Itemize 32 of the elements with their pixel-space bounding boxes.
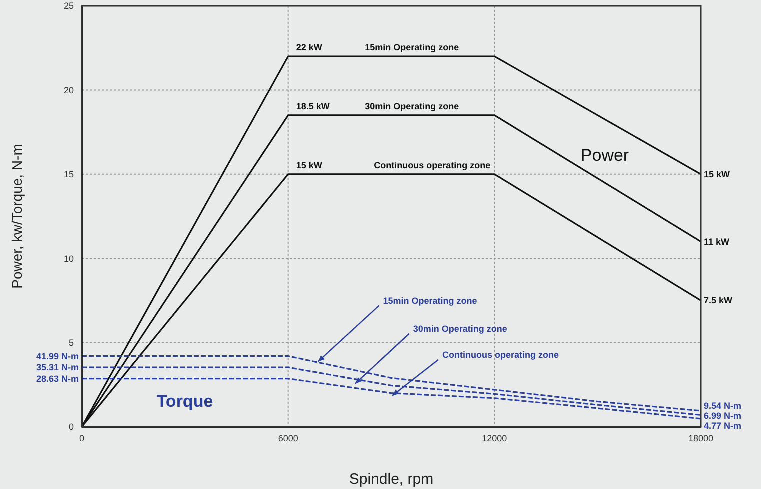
annotation: 15 kW	[296, 160, 323, 170]
annotation: Continuous operating zone	[442, 350, 560, 360]
annotation: 11 kW	[704, 236, 730, 247]
annotation: 15min Operating zone	[365, 42, 460, 53]
y-tick-label: 5	[68, 338, 74, 348]
annotation: 9.54 N-m	[704, 401, 742, 411]
y-tick-label: 15	[64, 170, 74, 180]
annotation: Torque	[156, 392, 214, 411]
annotation: 41.99 N-m	[36, 351, 79, 362]
x-tick-label: 0	[79, 433, 85, 444]
annotation: 28.63 N-m	[36, 374, 79, 384]
x-tick-label: 12000	[482, 433, 508, 444]
x-tick-label: 6000	[278, 433, 298, 444]
y-tick-label: 10	[64, 254, 74, 264]
annotation: 15 kW	[704, 169, 731, 180]
x-axis-title: Spindle, rpm	[349, 471, 434, 488]
annotation: 22 kW	[296, 42, 323, 53]
annotation: Continuous operating zone	[374, 160, 491, 170]
annotation: 30min Operating zone	[413, 324, 508, 334]
y-axis-title: Power, kw/Torque, N-m	[9, 144, 25, 289]
annotation: 4.77 N-m	[704, 420, 742, 431]
annotation: 6.99 N-m	[704, 411, 742, 422]
annotation: Power	[580, 146, 630, 165]
annotation: 35.31 N-m	[36, 362, 79, 373]
annotation: 18.5 kW	[296, 101, 330, 112]
x-tick-label: 18000	[688, 433, 714, 444]
annotation: 15min Operating zone	[383, 296, 478, 306]
y-tick-label: 20	[64, 85, 74, 96]
y-tick-label: 0	[68, 422, 74, 432]
annotation: 7.5 kW	[704, 296, 734, 306]
annotation: 30min Operating zone	[365, 101, 460, 112]
y-tick-label: 25	[64, 1, 74, 12]
